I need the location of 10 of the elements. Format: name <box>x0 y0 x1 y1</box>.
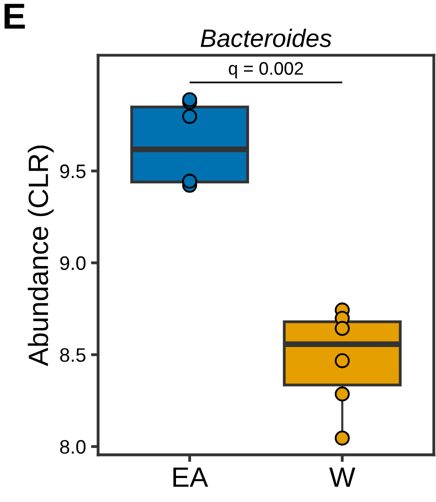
y-tick-label: 9.5 <box>60 164 86 178</box>
y-tick-label: 8.5 <box>60 348 86 362</box>
annotation: q = 0.002 <box>228 62 303 78</box>
x-tick-label: EA <box>173 468 208 487</box>
x-tick-label: W <box>329 468 356 487</box>
y-axis-title: Abundance (CLR) <box>28 146 54 366</box>
chart-title: Bacteroides <box>200 28 332 48</box>
y-tick-label: 8.0 <box>60 440 86 454</box>
y-tick-label: 9.0 <box>60 256 86 270</box>
text: E <box>4 4 25 29</box>
